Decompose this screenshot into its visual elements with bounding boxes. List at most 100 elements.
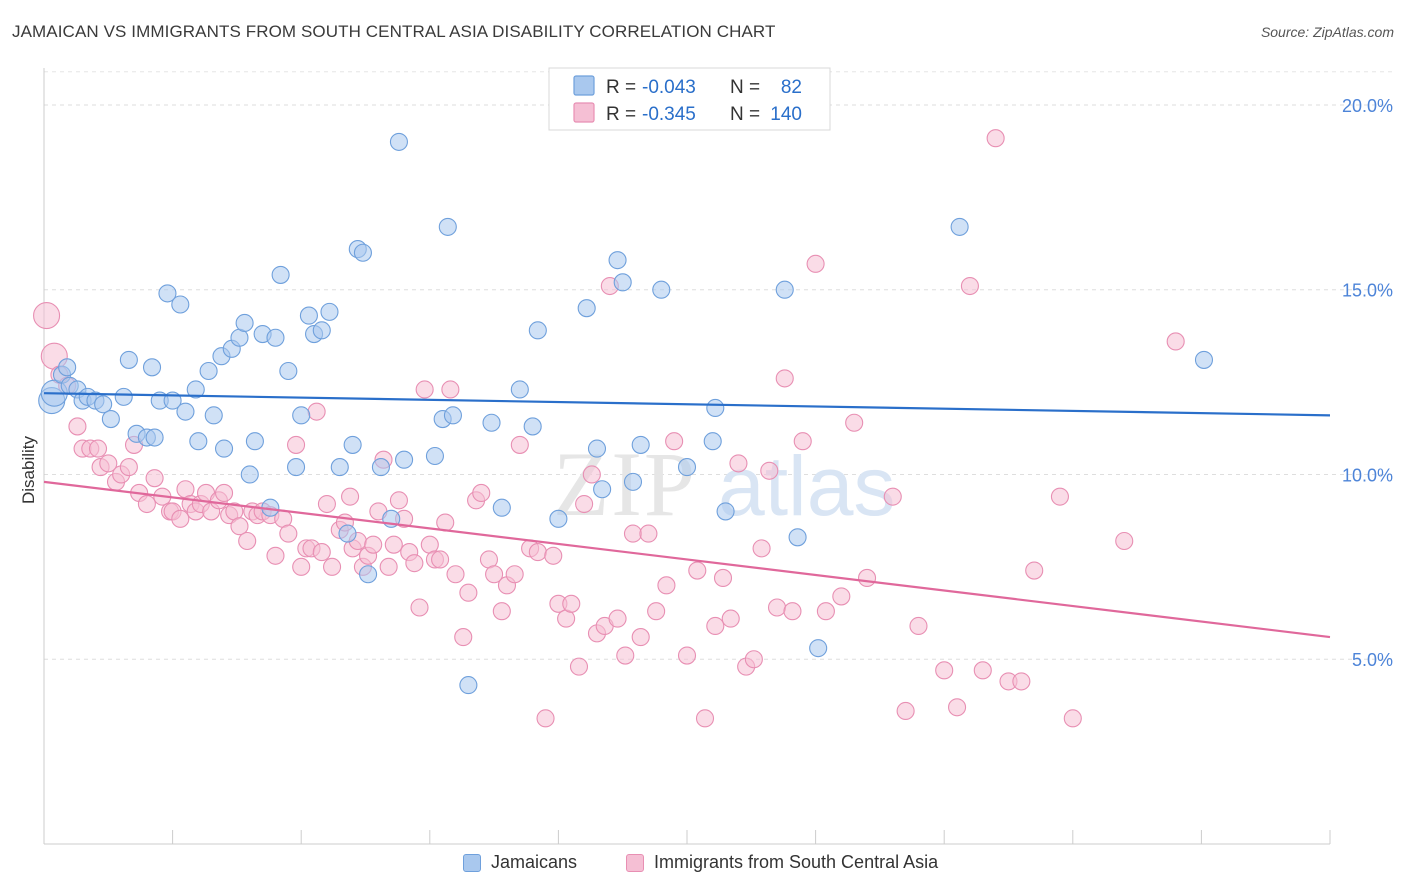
immigrant-point-105	[695, 709, 715, 728]
legend-r-value-2: -0.345	[642, 104, 696, 125]
jamaican-point-35	[266, 328, 285, 347]
jamaican-point-69	[613, 273, 632, 292]
immigrant-point-104	[688, 561, 707, 580]
jamaican-point-72	[652, 280, 671, 299]
axes	[43, 68, 1331, 845]
jamaican-point-48	[353, 243, 372, 262]
immigrant-point-100	[647, 602, 666, 621]
immigrant-point-125	[909, 616, 928, 636]
jamaican-point-53	[395, 450, 414, 469]
jamaican-point-23	[189, 432, 208, 451]
y-tick-label-3: 20.0%	[1342, 96, 1393, 116]
jamaican-point-63	[528, 321, 547, 340]
immigrant-point-71	[446, 565, 465, 584]
jamaican-point-16	[145, 428, 164, 447]
jamaican-point-68	[608, 251, 627, 270]
legend-item-jamaicans: Jamaicans	[463, 852, 577, 873]
immigrant-point-32	[238, 531, 257, 551]
immigrant-point-9	[99, 454, 118, 473]
immigrant-point-113	[760, 461, 779, 480]
legend-n-label-2: N =	[730, 104, 760, 125]
immigrant-point-91	[582, 465, 601, 484]
immigrant-point-121	[845, 413, 864, 432]
immigrant-point-75	[472, 483, 491, 503]
bottom-legend: Jamaicans Immigrants from South Central …	[0, 852, 1406, 878]
legend-label-jamaicans: Jamaicans	[491, 852, 578, 872]
immigrant-point-106	[706, 616, 725, 636]
chart-source: Source: ZipAtlas.com	[1260, 24, 1394, 40]
jamaican-point-60	[492, 498, 511, 517]
jamaican-point-22	[186, 380, 205, 399]
jamaican-point-58	[459, 676, 478, 695]
immigrant-point-111	[744, 650, 763, 669]
immigrant-point-0	[33, 302, 61, 330]
watermark-atlas: atlas	[718, 439, 895, 533]
legend-r-label-1: R =	[606, 77, 636, 98]
jamaican-point-49	[359, 565, 378, 584]
immigrant-point-58	[379, 557, 398, 576]
jamaican-point-61	[510, 380, 529, 399]
immigrant-point-20	[171, 509, 190, 528]
jamaican-point-54	[425, 446, 444, 466]
jamaican-point-12	[119, 350, 138, 369]
legend-swatch-immigrants	[573, 102, 595, 123]
legend-r-value-1: -0.043	[642, 77, 696, 98]
immigrant-point-89	[569, 657, 589, 676]
immigrant-point-70	[441, 380, 460, 399]
jamaican-point-31	[240, 465, 259, 484]
legend-swatch-blue	[463, 853, 481, 872]
immigrant-point-117	[793, 432, 812, 451]
y-tick-label-1: 10.0%	[1342, 465, 1393, 485]
jamaican-point-79	[809, 639, 828, 658]
trend-line-immigrants	[43, 480, 1331, 639]
jamaican-point-3	[58, 358, 77, 377]
jamaican-point-59	[482, 413, 501, 432]
jamaican-point-32	[245, 432, 264, 451]
immigrant-point-123	[883, 487, 902, 506]
points-jamaicans	[38, 132, 1214, 695]
immigrant-point-108	[721, 609, 740, 628]
jamaican-point-65	[577, 299, 596, 318]
jamaican-point-25	[204, 406, 223, 425]
immigrant-point-59	[384, 535, 403, 554]
jamaican-point-39	[292, 406, 311, 425]
immigrant-point-85	[544, 546, 563, 565]
immigrant-point-109	[729, 454, 748, 473]
jamaican-point-66	[587, 439, 607, 458]
immigrant-point-99	[639, 524, 658, 543]
immigrant-point-120	[832, 587, 851, 606]
immigrant-point-55	[364, 535, 383, 554]
chart-title: JAMAICAN VS IMMIGRANTS FROM SOUTH CENTRA…	[12, 22, 776, 41]
immigrant-point-81	[510, 435, 529, 454]
immigrant-point-31	[230, 517, 249, 536]
immigrant-point-68	[431, 550, 450, 569]
jamaican-point-74	[703, 432, 722, 451]
points-immigrants	[33, 129, 1185, 728]
legend-n-label-1: N =	[730, 77, 760, 98]
jamaican-point-78	[788, 528, 807, 547]
immigrant-point-118	[806, 254, 825, 273]
immigrant-point-133	[1025, 561, 1044, 580]
immigrant-point-116	[783, 602, 802, 621]
immigrant-point-102	[665, 432, 684, 451]
immigrant-point-97	[623, 524, 643, 543]
immigrant-point-4	[68, 417, 87, 436]
y-tick-label-0: 5.0%	[1352, 650, 1393, 670]
jamaican-point-64	[549, 509, 568, 528]
immigrant-point-83	[528, 543, 547, 562]
immigrant-point-16	[145, 469, 164, 488]
immigrant-point-129	[973, 661, 992, 680]
jamaican-point-42	[312, 321, 331, 340]
immigrant-point-114	[767, 598, 787, 617]
y-axis-label: Disability	[19, 435, 38, 504]
jamaican-point-24	[199, 361, 218, 381]
immigrant-point-46	[317, 494, 336, 514]
immigrant-point-65	[415, 380, 434, 399]
immigrant-point-124	[896, 701, 915, 721]
immigrant-point-41	[292, 557, 311, 576]
jamaican-point-10	[101, 409, 120, 429]
jamaican-point-27	[214, 439, 234, 458]
jamaican-point-30	[235, 313, 254, 333]
legend-swatch-jamaicans	[573, 75, 595, 96]
jamaican-point-67	[593, 480, 612, 499]
